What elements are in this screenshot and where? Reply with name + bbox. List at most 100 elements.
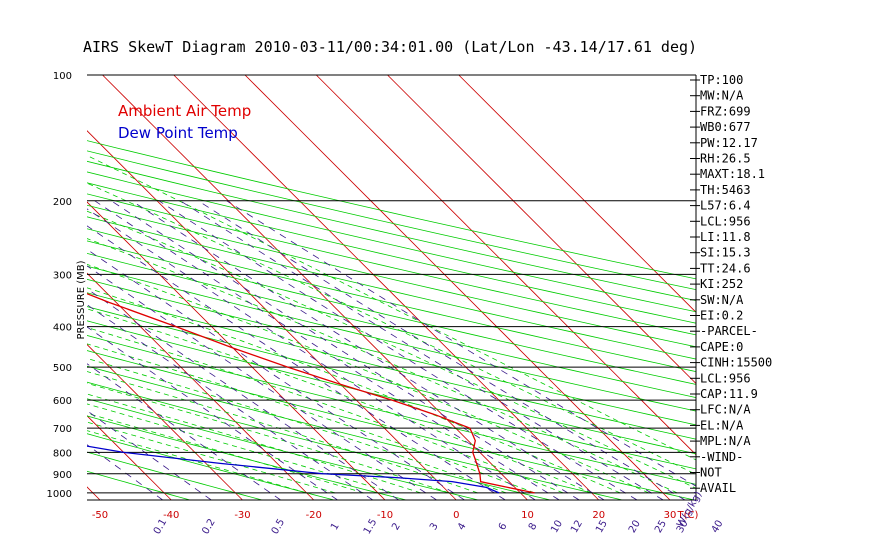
dry-adiabat xyxy=(87,365,623,501)
mixing-ratio-line xyxy=(87,444,163,501)
isotherm xyxy=(0,75,29,500)
index-entry: PW:12.17 xyxy=(700,136,758,150)
mixing-ratio-label: 20 xyxy=(627,518,643,535)
moist-adiabat xyxy=(87,393,421,494)
index-entry: SI:15.3 xyxy=(700,246,751,260)
pressure-tick-label: 300 xyxy=(53,270,72,281)
dry-adiabat xyxy=(87,278,696,426)
pressure-tick-label: 700 xyxy=(53,424,72,435)
x-axis-label: T(C) xyxy=(677,510,699,521)
index-entry: EI:0.2 xyxy=(700,309,743,323)
mixing-ratio-label: 0.2 xyxy=(200,517,217,536)
isotherm xyxy=(244,75,671,501)
dry-adiabat xyxy=(87,193,696,336)
bottom-temp-label: -50 xyxy=(92,510,108,521)
index-entry: MPL:N/A xyxy=(700,434,751,448)
mixing-ratio-label: 40 xyxy=(710,518,726,535)
index-entry: L57:6.4 xyxy=(700,199,751,213)
moist-adiabat xyxy=(87,308,592,494)
pressure-tick-label: 200 xyxy=(53,197,72,208)
dry-adiabat xyxy=(87,433,335,501)
mixing-ratio-line xyxy=(87,248,465,501)
index-entry: WB0:677 xyxy=(700,120,751,134)
index-entry: LFC:N/A xyxy=(700,403,751,417)
mixing-ratio-line xyxy=(87,208,536,501)
dry-adiabat xyxy=(87,160,696,301)
index-entry: MAXT:18.1 xyxy=(700,167,765,181)
pressure-tick-label: 900 xyxy=(53,470,72,481)
moist-adiabat xyxy=(87,343,535,494)
isotherm xyxy=(87,130,457,501)
mixing-ratio-line xyxy=(131,200,605,501)
index-entry: FRZ:699 xyxy=(700,104,751,118)
mixing-ratio-label: 4 xyxy=(456,521,469,532)
mixing-ratio-line xyxy=(111,200,580,501)
isotherm xyxy=(87,272,315,501)
moist-adiabat xyxy=(87,382,450,494)
mixing-ratio-line xyxy=(87,225,506,501)
index-entry: CAPE:0 xyxy=(700,340,743,354)
dry-adiabat xyxy=(87,171,696,313)
pressure-tick-label: 800 xyxy=(53,448,72,459)
mixing-ratio-line xyxy=(87,265,437,501)
moist-adiabat xyxy=(87,287,621,494)
moist-adiabat xyxy=(87,155,696,461)
ambient-temp-line xyxy=(87,292,535,494)
mixing-ratio-label: 0.5 xyxy=(270,517,287,536)
moist-adiabat xyxy=(87,430,307,494)
profiles xyxy=(87,292,535,494)
moist-adiabat xyxy=(87,403,393,494)
dry-adiabat xyxy=(87,306,696,455)
chart-title: AIRS SkewT Diagram 2010-03-11/00:34:01.0… xyxy=(83,38,697,56)
isotherm xyxy=(87,343,243,501)
pressure-tick-label: 500 xyxy=(53,363,72,374)
index-entry: SW:N/A xyxy=(700,293,744,307)
index-entry: LI:11.8 xyxy=(700,230,751,244)
index-entry: NOT xyxy=(700,466,722,480)
bottom-temp-label: 10 xyxy=(521,510,534,521)
isotherm xyxy=(387,75,696,385)
mixing-ratio-label: 8 xyxy=(527,521,540,532)
moist-adiabat xyxy=(87,210,696,489)
mixing-ratio-line xyxy=(197,200,686,501)
index-entry: MW:N/A xyxy=(700,89,744,103)
dry-adiabat xyxy=(87,381,551,501)
dry-adiabat xyxy=(87,398,479,501)
mixing-ratio-label: 6 xyxy=(497,521,510,532)
mixing-ratio-label: 10 xyxy=(549,518,565,535)
index-entry: -PARCEL- xyxy=(700,324,758,338)
dry-adiabat xyxy=(87,216,696,360)
isotherm xyxy=(173,75,600,501)
isotherm xyxy=(458,75,696,313)
dry-adiabat xyxy=(87,265,696,412)
bottom-temp-label: -40 xyxy=(163,510,179,521)
isotherm xyxy=(315,75,696,456)
index-entry: LCL:956 xyxy=(700,371,751,385)
index-entry: CAP:11.9 xyxy=(700,387,758,401)
index-entry: LCL:956 xyxy=(700,214,751,228)
dry-adiabat xyxy=(87,451,263,501)
index-entry: RH:26.5 xyxy=(700,152,751,166)
dry-adiabat xyxy=(87,182,696,324)
mixing-ratio-line xyxy=(87,326,338,501)
bottom-temp-label: -30 xyxy=(234,510,250,521)
bottom-temp-label: -10 xyxy=(377,510,393,521)
dry-adiabat xyxy=(87,252,696,399)
pressure-tick-label: 1000 xyxy=(47,489,72,500)
isotherm xyxy=(87,415,172,501)
moist-adiabat xyxy=(87,421,336,494)
index-entry: KI:252 xyxy=(700,277,743,291)
index-entry: AVAIL xyxy=(700,481,736,495)
index-entry: TH:5463 xyxy=(700,183,751,197)
moist-adiabat xyxy=(87,326,564,494)
bottom-temp-label: -20 xyxy=(306,510,322,521)
mixing-ratio-label: 2 xyxy=(390,521,403,532)
index-entry: -WIND- xyxy=(700,450,743,464)
index-entry: TP:100 xyxy=(700,73,743,87)
dewpoint-temp-line xyxy=(87,445,500,494)
moist-adiabat xyxy=(87,182,696,475)
legend-dewpoint: Dew Point Temp xyxy=(118,124,238,142)
index-entry: EL:N/A xyxy=(700,418,744,432)
